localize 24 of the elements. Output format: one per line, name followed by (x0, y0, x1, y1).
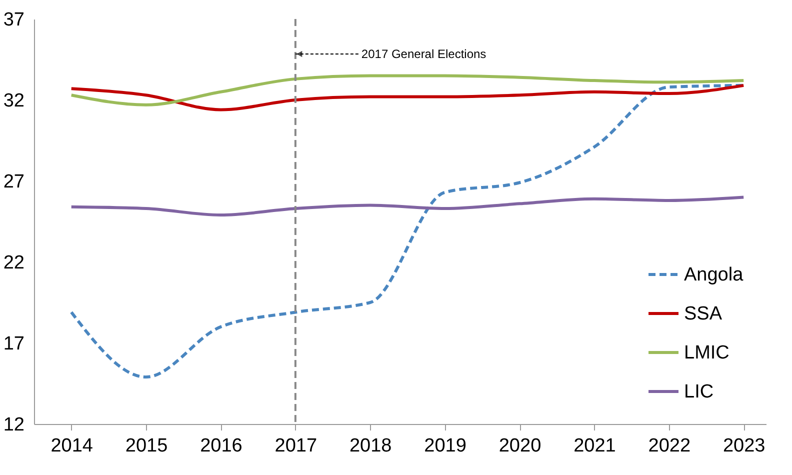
x-tick-label: 2016 (200, 436, 242, 456)
legend-label: SSA (684, 304, 722, 324)
line-series (70, 74, 746, 106)
x-tick-label: 2014 (50, 436, 94, 456)
y-tick-label: 32 (3, 90, 24, 112)
y-tick-label: 27 (3, 172, 24, 192)
x-tick-label: 2023 (722, 436, 766, 456)
y-tick-label: 12 (3, 414, 24, 436)
y-tick-label: 22 (3, 252, 24, 274)
x-tick-label: 2017 (274, 436, 318, 456)
legend-label: LMIC (684, 342, 730, 364)
y-tick-label: 37 (3, 10, 24, 30)
x-tick-label: 2018 (349, 436, 392, 456)
y-tick-label: 17 (3, 334, 24, 354)
ref-line-label: 2017 General Elections (361, 47, 486, 61)
x-tick-label: 2022 (648, 436, 691, 456)
x-tick-label: 2019 (424, 436, 466, 456)
line-series (70, 196, 746, 217)
legend-label: LIC (684, 382, 714, 402)
x-tick-label: 2020 (498, 436, 542, 456)
x-tick-label: 2015 (125, 436, 168, 456)
line-series (70, 84, 746, 112)
legend-label: Angola (684, 264, 744, 286)
x-tick-label: 2021 (574, 436, 616, 456)
